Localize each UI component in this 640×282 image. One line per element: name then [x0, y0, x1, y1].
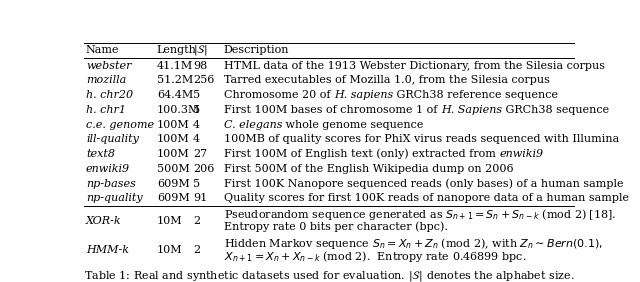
- Text: 98: 98: [193, 61, 207, 70]
- Text: Description: Description: [224, 45, 289, 55]
- Text: Table 1: Real and synthetic datasets used for evaluation. $|\mathcal{S}|$ denote: Table 1: Real and synthetic datasets use…: [84, 269, 575, 282]
- Text: 5: 5: [193, 90, 200, 100]
- Text: Length: Length: [157, 45, 196, 55]
- Text: 100MB of quality scores for PhiX virus reads sequenced with Illumina: 100MB of quality scores for PhiX virus r…: [224, 134, 619, 144]
- Text: Chromosome 20 of: Chromosome 20 of: [224, 90, 334, 100]
- Text: $|\mathcal{S}|$: $|\mathcal{S}|$: [193, 43, 208, 57]
- Text: HMM-k: HMM-k: [86, 245, 129, 255]
- Text: 91: 91: [193, 193, 207, 203]
- Text: 51.2M: 51.2M: [157, 75, 193, 85]
- Text: 100M: 100M: [157, 149, 189, 159]
- Text: First 100M of English text (only) extracted from: First 100M of English text (only) extrac…: [224, 149, 499, 159]
- Text: 100M: 100M: [157, 134, 189, 144]
- Text: 27: 27: [193, 149, 207, 159]
- Text: Pseudorandom sequence generated as $S_{n+1} = S_n + S_{n-k}$ (mod 2) [18].: Pseudorandom sequence generated as $S_{n…: [224, 207, 616, 222]
- Text: 100M: 100M: [157, 120, 189, 130]
- Text: enwiki9: enwiki9: [499, 149, 543, 159]
- Text: Quality scores for first 100K reads of nanopore data of a human sample: Quality scores for first 100K reads of n…: [224, 193, 629, 203]
- Text: First 100M bases of chromosome 1 of: First 100M bases of chromosome 1 of: [224, 105, 441, 115]
- Text: 41.1M: 41.1M: [157, 61, 193, 70]
- Text: 64.4M: 64.4M: [157, 90, 193, 100]
- Text: enwiki9: enwiki9: [86, 164, 130, 174]
- Text: mozilla: mozilla: [86, 75, 126, 85]
- Text: whole genome sequence: whole genome sequence: [282, 120, 424, 130]
- Text: 10M: 10M: [157, 215, 182, 226]
- Text: text8: text8: [86, 149, 115, 159]
- Text: c.e. genome: c.e. genome: [86, 120, 154, 130]
- Text: np-quality: np-quality: [86, 193, 143, 203]
- Text: 2: 2: [193, 245, 200, 255]
- Text: First 100K Nanopore sequenced reads (only bases) of a human sample: First 100K Nanopore sequenced reads (onl…: [224, 179, 623, 189]
- Text: C. elegans: C. elegans: [224, 120, 282, 130]
- Text: Hidden Markov sequence $S_n = X_n + Z_n$ (mod 2), with $Z_n \sim \mathit{Bern}(0: Hidden Markov sequence $S_n = X_n + Z_n$…: [224, 236, 603, 251]
- Text: webster: webster: [86, 61, 131, 70]
- Text: 5: 5: [193, 179, 200, 189]
- Text: GRCh38 sequence: GRCh38 sequence: [502, 105, 609, 115]
- Text: 609M: 609M: [157, 179, 189, 189]
- Text: 500M: 500M: [157, 164, 189, 174]
- Text: H. Sapiens: H. Sapiens: [441, 105, 502, 115]
- Text: h. chr20: h. chr20: [86, 90, 133, 100]
- Text: 256: 256: [193, 75, 214, 85]
- Text: Tarred executables of Mozilla 1.0, from the Silesia corpus: Tarred executables of Mozilla 1.0, from …: [224, 75, 550, 85]
- Text: 609M: 609M: [157, 193, 189, 203]
- Text: np-bases: np-bases: [86, 179, 136, 189]
- Text: Entropy rate 0 bits per character (bpc).: Entropy rate 0 bits per character (bpc).: [224, 222, 448, 232]
- Text: First 500M of the English Wikipedia dump on 2006: First 500M of the English Wikipedia dump…: [224, 164, 513, 174]
- Text: 4: 4: [193, 120, 200, 130]
- Text: 2: 2: [193, 215, 200, 226]
- Text: 4: 4: [193, 134, 200, 144]
- Text: 5: 5: [193, 105, 200, 115]
- Text: GRCh38 reference sequence: GRCh38 reference sequence: [393, 90, 558, 100]
- Text: H. sapiens: H. sapiens: [334, 90, 393, 100]
- Text: XOR-k: XOR-k: [86, 215, 122, 226]
- Text: Name: Name: [86, 45, 120, 55]
- Text: HTML data of the 1913 Webster Dictionary, from the Silesia corpus: HTML data of the 1913 Webster Dictionary…: [224, 61, 605, 70]
- Text: 100.3M: 100.3M: [157, 105, 200, 115]
- Text: ill-quality: ill-quality: [86, 134, 139, 144]
- Text: $X_{n+1} = X_n + X_{n-k}$ (mod 2).  Entropy rate 0.46899 bpc.: $X_{n+1} = X_n + X_{n-k}$ (mod 2). Entro…: [224, 249, 526, 264]
- Text: 10M: 10M: [157, 245, 182, 255]
- Text: 206: 206: [193, 164, 214, 174]
- Text: h. chr1: h. chr1: [86, 105, 126, 115]
